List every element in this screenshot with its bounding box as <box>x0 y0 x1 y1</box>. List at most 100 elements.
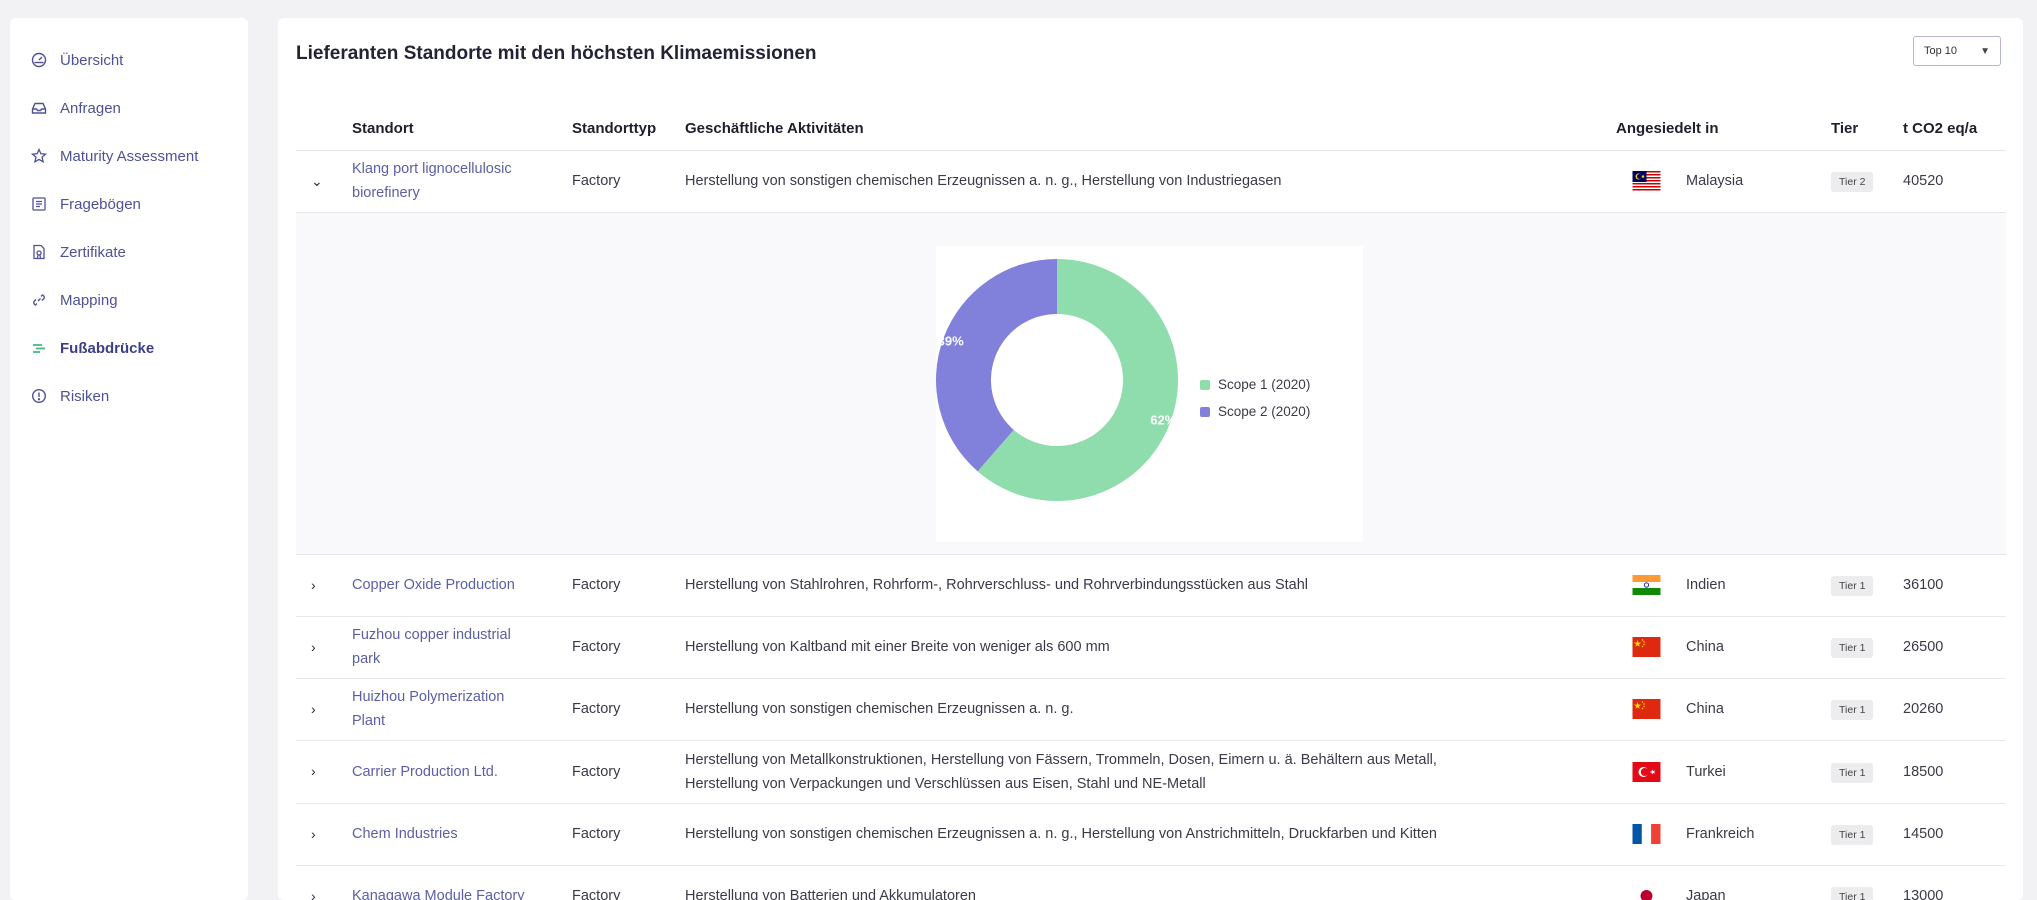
chevron-right-icon[interactable]: › <box>311 638 316 655</box>
chevron-right-icon[interactable]: › <box>311 700 316 717</box>
table-row[interactable]: › Copper Oxide Production Factory Herste… <box>296 554 2006 617</box>
chevron-right-icon[interactable]: › <box>311 887 316 900</box>
chevron-right-icon[interactable]: › <box>311 763 316 779</box>
table-row[interactable]: › Huizhou Polymerization Plant Factory He… <box>296 678 2006 741</box>
standort-typ: Factory <box>572 554 685 617</box>
legend-label: Scope 1 (2020) <box>1218 376 1311 392</box>
standort-typ: Factory <box>572 150 685 213</box>
chart-legend: Scope 1 (2020) Scope 2 (2020) <box>1200 371 1310 425</box>
table-row[interactable]: ⌄ Klang port lignocellulosic biorefinery … <box>296 150 2006 213</box>
co2-value: 36100 <box>1903 554 2006 617</box>
business-activity: Herstellung von Stahlrohren, Rohrform-, … <box>685 554 1616 617</box>
donut-svg: 62% 39% <box>936 259 1178 501</box>
sidebar-item-frageboegen[interactable]: Fragebögen <box>10 180 248 228</box>
business-activity: Herstellung von Batterien und Akkumulato… <box>685 865 1616 900</box>
legend-item[interactable]: Scope 1 (2020) <box>1200 371 1310 398</box>
sidebar: Übersicht Anfragen Maturity Assessment F… <box>10 18 248 900</box>
standort-name[interactable]: Klang port lignocellulosic biorefinery <box>352 150 572 213</box>
column-header-standort[interactable]: Standort <box>352 108 572 151</box>
turkey-flag-icon <box>1632 761 1661 782</box>
sidebar-item-label: Maturity Assessment <box>60 147 199 165</box>
tier-badge: Tier 2 <box>1831 172 1874 192</box>
table-row[interactable]: › Kanagawa Module Factory Factory Herste… <box>296 865 2006 900</box>
donut-slice-2[interactable] <box>936 259 1057 472</box>
table-row[interactable]: › Chem Industries Factory Herstellung vo… <box>296 803 2006 866</box>
france-flag-icon <box>1632 824 1661 844</box>
chevron-down-icon[interactable]: ⌄ <box>311 172 323 189</box>
standort-typ: Factory <box>572 803 685 866</box>
chevron-right-icon[interactable]: › <box>311 576 316 593</box>
india-flag-icon <box>1632 575 1661 595</box>
standort-name[interactable]: Huizhou Polymerization Plant <box>352 678 572 741</box>
form-icon <box>30 195 48 213</box>
sidebar-item-risiken[interactable]: Risiken <box>10 372 248 420</box>
china-flag-icon <box>1632 637 1661 657</box>
tier-badge: Tier 1 <box>1831 638 1874 658</box>
business-activity: Herstellung von sonstigen chemischen Erz… <box>685 803 1616 866</box>
standort-name[interactable]: Copper Oxide Production <box>352 554 572 617</box>
country-name: China <box>1686 639 1724 655</box>
top-n-select-value: Top 10 <box>1924 45 1958 57</box>
standort-name[interactable]: Chem Industries <box>352 803 572 866</box>
country-name: Turkei <box>1686 763 1726 780</box>
legend-swatch-scope1 <box>1200 379 1210 390</box>
legend-swatch-scope2 <box>1200 406 1210 417</box>
tier-badge: Tier 1 <box>1831 700 1874 720</box>
page-title: Lieferanten Standorte mit den höchsten K… <box>296 43 817 64</box>
tier-badge: Tier 1 <box>1831 887 1874 900</box>
sidebar-item-mapping[interactable]: Mapping <box>10 276 248 324</box>
sidebar-item-fussabdruecke[interactable]: Fußabdrücke <box>10 324 248 372</box>
country-name: Frankreich <box>1686 826 1755 842</box>
standort-typ: Factory <box>572 865 685 900</box>
co2-value: 13000 <box>1903 865 2006 900</box>
business-activity: Herstellung von sonstigen chemischen Erz… <box>685 150 1616 213</box>
tier-badge: Tier 1 <box>1831 762 1874 783</box>
sidebar-item-label: Zertifikate <box>60 243 126 261</box>
star-icon <box>30 147 48 165</box>
column-header-co2[interactable]: t CO2 eq/a <box>1903 108 2006 151</box>
table-row[interactable]: › Carrier Production Ltd. Factory Herste… <box>296 740 2006 804</box>
co2-value: 40520 <box>1903 150 2006 213</box>
co2-value: 26500 <box>1903 616 2006 679</box>
sidebar-item-label: Risiken <box>60 387 110 405</box>
co2-value: 14500 <box>1903 803 2006 866</box>
chevron-down-icon: ▼ <box>1980 45 1990 57</box>
legend-item[interactable]: Scope 2 (2020) <box>1200 398 1310 425</box>
dashboard-icon <box>30 51 48 69</box>
standort-name[interactable]: Fuzhou copper industrial park <box>352 616 572 679</box>
sidebar-item-maturity-assessment[interactable]: Maturity Assessment <box>10 132 248 180</box>
expanded-detail-row: 62% 39% Scope 1 (2020) Scope 2 (2020) <box>296 212 2006 555</box>
warning-icon <box>30 387 48 405</box>
main-panel: Lieferanten Standorte mit den höchsten K… <box>278 18 2023 900</box>
column-header-angesiedelt[interactable]: Angesiedelt in <box>1616 108 1831 151</box>
chevron-right-icon[interactable]: › <box>311 825 316 842</box>
country-name: Japan <box>1686 888 1726 900</box>
table-row[interactable]: › Fuzhou copper industrial park Factory H… <box>296 616 2006 679</box>
donut-slice-label-2: 39% <box>938 333 964 348</box>
country-name: Malaysia <box>1686 173 1744 189</box>
emissions-table: Standort Standorttyp Geschäftliche Aktiv… <box>296 108 2006 900</box>
sidebar-item-anfragen[interactable]: Anfragen <box>10 84 248 132</box>
sidebar-item-zertifikate[interactable]: Zertifikate <box>10 228 248 276</box>
sidebar-item-label: Fußabdrücke <box>60 339 155 357</box>
column-header-aktivitaeten[interactable]: Geschäftliche Aktivitäten <box>685 108 1616 151</box>
standort-name[interactable]: Kanagawa Module Factory <box>352 865 572 900</box>
japan-flag-icon <box>1632 886 1661 900</box>
column-header-standorttyp[interactable]: Standorttyp <box>572 108 685 151</box>
sidebar-item-label: Übersicht <box>60 51 124 69</box>
co2-value: 18500 <box>1903 740 2006 804</box>
top-n-select[interactable]: Top 10 ▼ <box>1913 36 2001 66</box>
column-header-tier[interactable]: Tier <box>1831 108 1903 151</box>
emissions-donut-chart: 62% 39% Scope 1 (2020) Scope 2 (2020) <box>936 246 1363 542</box>
legend-label: Scope 2 (2020) <box>1218 403 1311 419</box>
standort-typ: Factory <box>572 740 685 804</box>
standort-name[interactable]: Carrier Production Ltd. <box>352 740 572 804</box>
co2-value: 20260 <box>1903 678 2006 741</box>
country-name: China <box>1686 701 1724 717</box>
donut-slice-1[interactable] <box>977 259 1178 501</box>
sidebar-item-label: Fragebögen <box>60 195 141 213</box>
sidebar-item-label: Anfragen <box>60 99 121 117</box>
tier-badge: Tier 1 <box>1831 825 1874 845</box>
sidebar-item-uebersicht[interactable]: Übersicht <box>10 36 248 84</box>
table-header-row: Standort Standorttyp Geschäftliche Aktiv… <box>296 108 2006 151</box>
